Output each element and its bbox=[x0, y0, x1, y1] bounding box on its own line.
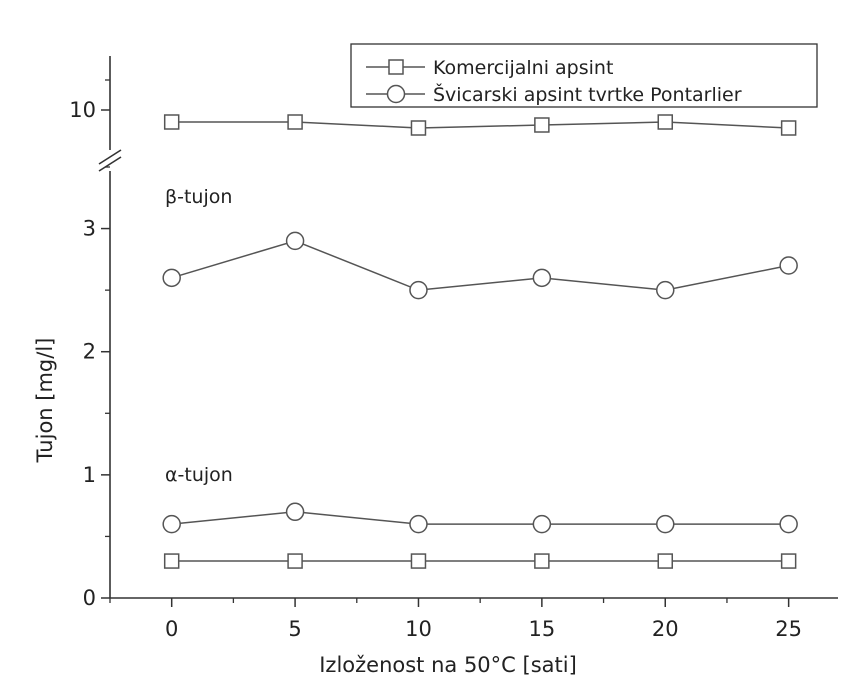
axis-break-mark bbox=[98, 156, 122, 172]
data-point-alpha-square bbox=[163, 553, 180, 569]
annotation-beta-thujone: β-tujon bbox=[165, 186, 232, 208]
chart-axes bbox=[98, 56, 838, 599]
legend-label-commercial: Komercijalni apsint bbox=[433, 57, 613, 79]
data-point-beta-circle bbox=[162, 268, 181, 288]
data-point-beta-circle bbox=[532, 268, 552, 288]
data-point-beta-circle bbox=[656, 280, 675, 300]
data-point-alpha-circle bbox=[162, 514, 181, 534]
data-point-beta-square bbox=[780, 120, 797, 136]
y-tick-label: 0 bbox=[83, 586, 96, 610]
x-tick-label: 20 bbox=[652, 617, 679, 641]
series-line-beta-circle bbox=[171, 240, 789, 291]
legend: Komercijalni apsint Švicarski apsint tvr… bbox=[350, 43, 818, 108]
x-tick-label: 5 bbox=[288, 617, 301, 641]
data-point-alpha-circle bbox=[656, 514, 675, 534]
legend-label-pontarlier: Švicarski apsint tvrtke Pontarlier bbox=[433, 82, 742, 106]
data-point-alpha-circle bbox=[779, 514, 798, 534]
y-tick-label: 1 bbox=[83, 463, 96, 487]
y-tick-label: 10 bbox=[69, 98, 96, 122]
data-point-beta-square bbox=[657, 114, 674, 130]
legend-marker-square bbox=[388, 59, 404, 75]
data-point-beta-square bbox=[287, 114, 303, 130]
data-point-alpha-circle bbox=[285, 502, 305, 522]
axis-ticks: 0 5 10 15 20 25 0 1 2 3 10 bbox=[69, 79, 802, 641]
series-layer bbox=[162, 114, 798, 569]
data-point-beta-square bbox=[410, 120, 427, 136]
data-point-alpha-circle bbox=[532, 514, 552, 534]
legend-frame bbox=[350, 43, 818, 108]
data-point-alpha-square bbox=[657, 553, 674, 569]
data-point-alpha-square bbox=[410, 553, 427, 569]
x-tick-label: 15 bbox=[528, 617, 555, 641]
data-point-alpha-square bbox=[287, 553, 303, 569]
series-line-alpha-circle bbox=[171, 511, 789, 525]
y-axis-title: Tujon [mg/l] bbox=[33, 338, 57, 464]
y-tick-label: 2 bbox=[83, 340, 96, 364]
y-tick-label: 3 bbox=[83, 217, 96, 241]
data-point-alpha-square bbox=[534, 553, 550, 569]
data-point-beta-circle bbox=[409, 280, 428, 300]
series-line-beta-square bbox=[171, 121, 789, 129]
data-point-beta-circle bbox=[285, 231, 305, 251]
x-tick-label: 25 bbox=[775, 617, 802, 641]
data-point-beta-circle bbox=[779, 256, 798, 275]
legend-symbols bbox=[366, 59, 425, 104]
data-point-beta-square bbox=[163, 114, 180, 130]
data-point-alpha-square bbox=[780, 553, 797, 569]
data-point-alpha-circle bbox=[409, 514, 428, 534]
x-axis-title: Izloženost na 50°C [sati] bbox=[319, 653, 577, 677]
axis-break-mark bbox=[98, 149, 122, 165]
legend-marker-circle bbox=[386, 84, 406, 104]
x-tick-label: 10 bbox=[405, 617, 432, 641]
annotation-alpha-thujone: α-tujon bbox=[165, 464, 233, 486]
data-point-beta-square bbox=[534, 117, 550, 133]
x-tick-label: 0 bbox=[165, 617, 178, 641]
